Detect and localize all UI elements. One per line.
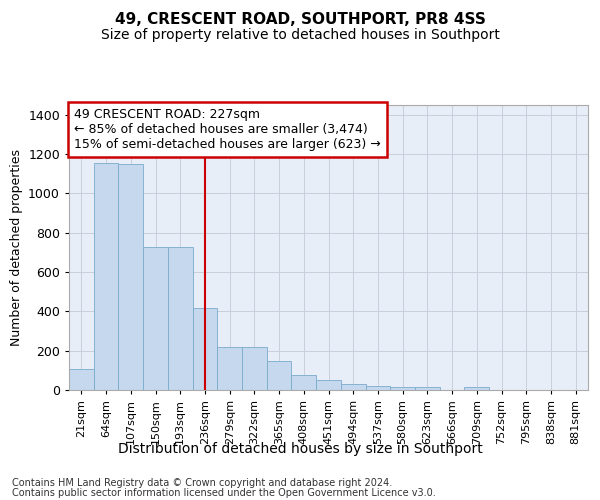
Text: Size of property relative to detached houses in Southport: Size of property relative to detached ho… [101, 28, 499, 42]
Bar [464, 388, 489, 390]
Bar [341, 384, 365, 390]
Bar [365, 386, 390, 390]
Bar [292, 376, 316, 390]
Bar [118, 164, 143, 390]
Text: 49, CRESCENT ROAD, SOUTHPORT, PR8 4SS: 49, CRESCENT ROAD, SOUTHPORT, PR8 4SS [115, 12, 485, 28]
Bar [168, 246, 193, 390]
Bar [316, 380, 341, 390]
Y-axis label: Number of detached properties: Number of detached properties [10, 149, 23, 346]
Bar [94, 163, 118, 390]
Bar [415, 387, 440, 390]
Text: Contains public sector information licensed under the Open Government Licence v3: Contains public sector information licen… [12, 488, 436, 498]
Bar [193, 308, 217, 390]
Text: 49 CRESCENT ROAD: 227sqm
← 85% of detached houses are smaller (3,474)
15% of sem: 49 CRESCENT ROAD: 227sqm ← 85% of detach… [74, 108, 381, 151]
Bar [390, 387, 415, 390]
Bar [217, 347, 242, 390]
Bar [267, 360, 292, 390]
Text: Contains HM Land Registry data © Crown copyright and database right 2024.: Contains HM Land Registry data © Crown c… [12, 478, 392, 488]
Text: Distribution of detached houses by size in Southport: Distribution of detached houses by size … [118, 442, 482, 456]
Bar [69, 369, 94, 390]
Bar [143, 246, 168, 390]
Bar [242, 347, 267, 390]
